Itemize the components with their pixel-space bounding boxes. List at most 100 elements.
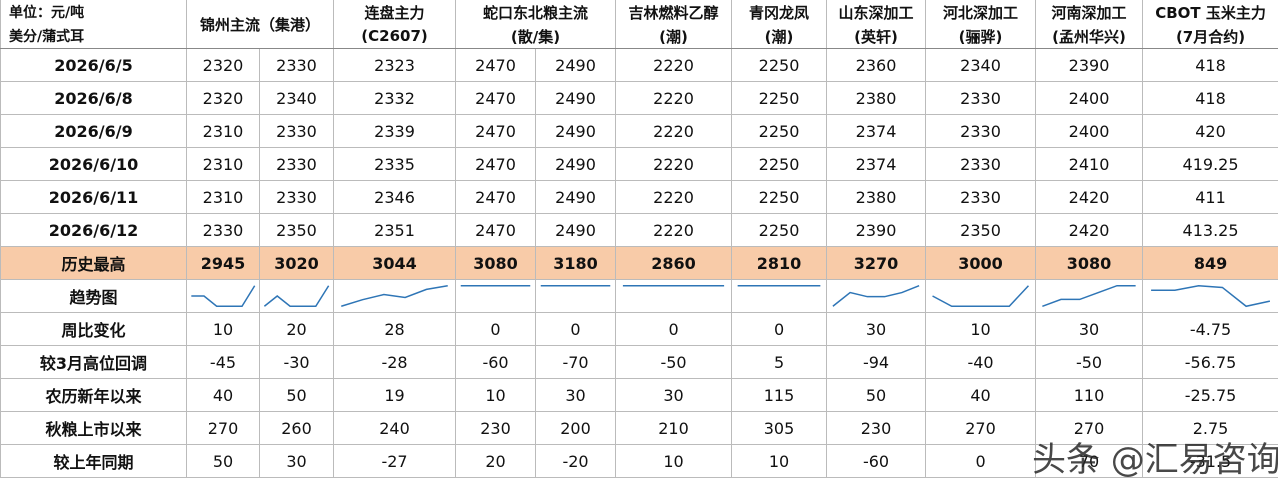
sparkline	[1036, 282, 1142, 310]
value-cell: 2380	[826, 81, 927, 115]
value-cell: -50	[1035, 345, 1144, 379]
column-header: 锦州主流（集港）	[185, 0, 335, 49]
table-row: 2026/6/9 2310 2330 2339 2470 2490 2220 2250 2374…	[0, 114, 1278, 148]
value-cell: 230	[826, 411, 927, 445]
value-cell: 0	[455, 312, 537, 346]
trend-cell	[186, 279, 260, 313]
trend-cell	[826, 279, 927, 313]
value-cell: 3080	[455, 246, 537, 280]
value-cell: 2400	[1035, 81, 1144, 115]
value-cell: 2380	[826, 180, 927, 214]
value-cell: -25.75	[1142, 378, 1278, 412]
value-cell: 3044	[333, 246, 457, 280]
value-cell: 2490	[535, 213, 617, 247]
sparkline	[536, 282, 615, 310]
table-row: 较3月高位回调 -45 -30 -28 -60 -70 -50 5 -94 -40 -50 -56.7…	[0, 345, 1278, 379]
table-row: 2026/6/8 2320 2340 2332 2470 2490 2220 2250 2380…	[0, 81, 1278, 115]
column-header: 河北深加工	[925, 0, 1037, 24]
value-cell: 20	[258, 312, 335, 346]
value-cell: 110	[1035, 378, 1144, 412]
table-row: 周比变化 10 20 28 0 0 0 0 30 10 30 -4.75	[0, 312, 1278, 346]
watermark: 头条 @汇易咨询	[1032, 440, 1278, 480]
value-cell: 2330	[925, 114, 1037, 148]
trend-line	[1151, 286, 1270, 307]
value-cell: 115	[731, 378, 828, 412]
value-cell: 2420	[1035, 180, 1144, 214]
value-cell: 2250	[731, 213, 828, 247]
column-header: 山东深加工	[826, 0, 927, 24]
value-cell: 30	[615, 378, 733, 412]
row-label: 秋粮上市以来	[0, 411, 187, 445]
column-subheader: (7月合约)	[1142, 24, 1278, 49]
row-label: 2026/6/8	[0, 81, 187, 115]
value-cell: -30	[258, 345, 335, 379]
table-row: 较上年同期 50 30 -27 20 -20 10 10 -60 0 70 -31.5	[0, 444, 1278, 478]
value-cell: 50	[826, 378, 927, 412]
value-cell: 0	[925, 444, 1037, 478]
value-cell: 200	[535, 411, 617, 445]
value-cell: 2351	[333, 213, 457, 247]
sparkline	[827, 282, 925, 310]
value-cell: 10	[455, 378, 537, 412]
value-cell: 210	[615, 411, 733, 445]
value-cell: 2470	[455, 180, 537, 214]
value-cell: 2420	[1035, 213, 1144, 247]
row-label: 农历新年以来	[0, 378, 187, 412]
trend-line	[341, 286, 447, 307]
column-header: 吉林燃料乙醇	[615, 0, 733, 24]
table-row: 2026/6/10 2310 2330 2335 2470 2490 2220 2250 237…	[0, 147, 1278, 181]
row-label: 2026/6/9	[0, 114, 187, 148]
value-cell: 2310	[186, 147, 260, 181]
value-cell: 2340	[925, 48, 1037, 82]
value-cell: 3000	[925, 246, 1037, 280]
value-cell: 2250	[731, 180, 828, 214]
value-cell: 10	[925, 312, 1037, 346]
value-cell: 2330	[258, 147, 335, 181]
sparkline	[732, 282, 826, 310]
value-cell: 2220	[615, 213, 733, 247]
value-cell: -28	[333, 345, 457, 379]
value-cell: 2330	[258, 114, 335, 148]
value-cell: 3180	[535, 246, 617, 280]
value-cell: 3020	[258, 246, 335, 280]
value-cell: 3270	[826, 246, 927, 280]
trend-cell	[258, 279, 335, 313]
column-subheader: (孟州华兴)	[1035, 24, 1144, 49]
value-cell: 2346	[333, 180, 457, 214]
trend-cell	[455, 279, 537, 313]
trend-line	[833, 286, 919, 307]
value-cell: 2330	[258, 48, 335, 82]
value-cell: 2220	[615, 114, 733, 148]
value-cell: 0	[615, 312, 733, 346]
value-cell: 2350	[925, 213, 1037, 247]
sparkline	[187, 282, 259, 310]
row-label: 2026/6/10	[0, 147, 187, 181]
value-cell: 2490	[535, 114, 617, 148]
table-row: 趋势图	[0, 279, 1278, 313]
trend-cell	[535, 279, 617, 313]
value-cell: 413.25	[1142, 213, 1278, 247]
value-cell: 0	[731, 312, 828, 346]
trend-cell	[731, 279, 828, 313]
column-subheader: (潮)	[615, 24, 733, 49]
value-cell: 70	[1035, 444, 1144, 478]
column-subheader: (散/集)	[455, 24, 617, 49]
value-cell: 849	[1142, 246, 1278, 280]
row-label: 周比变化	[0, 312, 187, 346]
value-cell: 420	[1142, 114, 1278, 148]
value-cell: 2470	[455, 81, 537, 115]
value-cell: 10	[615, 444, 733, 478]
value-cell: 2490	[535, 180, 617, 214]
value-cell: -56.75	[1142, 345, 1278, 379]
value-cell: 2470	[455, 213, 537, 247]
column-header: 蛇口东北粮主流	[455, 0, 617, 24]
value-cell: 270	[186, 411, 260, 445]
row-label: 2026/6/12	[0, 213, 187, 247]
row-label: 历史最高	[0, 246, 187, 280]
value-cell: 2.75	[1142, 411, 1278, 445]
value-cell: 2410	[1035, 147, 1144, 181]
value-cell: 40	[186, 378, 260, 412]
value-cell: 2250	[731, 48, 828, 82]
table-body: 2026/6/5 2320 2330 2323 2470 2490 2220 2250 2360…	[0, 48, 1278, 478]
